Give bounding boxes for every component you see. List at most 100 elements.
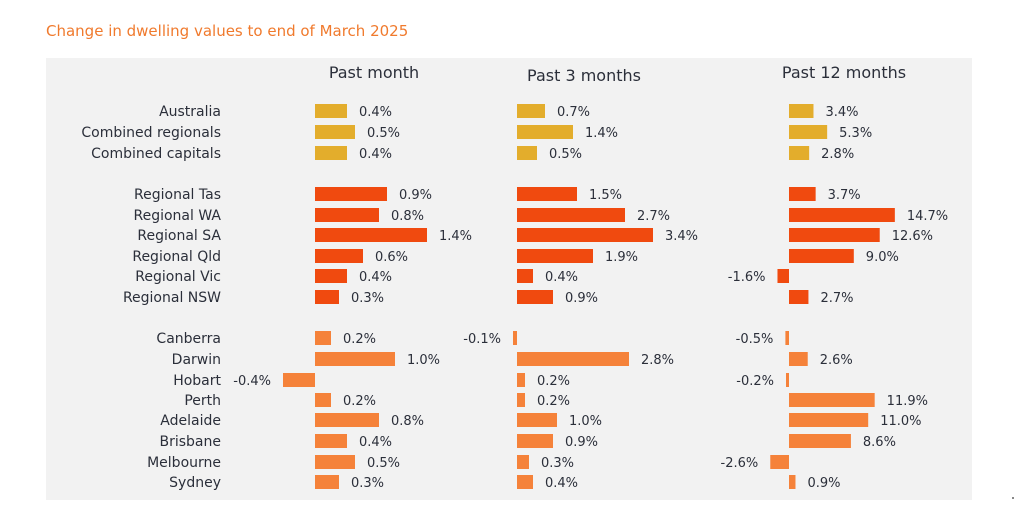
value-label: 3.7%: [828, 188, 861, 203]
value-label: 0.5%: [549, 147, 582, 162]
value-label: 0.6%: [375, 250, 408, 265]
bar: [789, 249, 854, 263]
value-label: -2.6%: [721, 456, 759, 471]
bar: [789, 475, 796, 489]
value-label: 2.8%: [641, 353, 674, 368]
bar: [315, 434, 347, 448]
bar: [315, 228, 427, 242]
value-label: 12.6%: [892, 229, 933, 244]
category-label: Brisbane: [160, 434, 222, 450]
bar: [315, 104, 347, 118]
value-label: 11.0%: [880, 414, 921, 429]
value-label: 0.2%: [537, 374, 570, 389]
bar: [517, 249, 593, 263]
bar: [517, 434, 553, 448]
panel-title: Past 12 months: [782, 63, 906, 82]
bar: [517, 269, 533, 283]
value-label: 5.3%: [839, 126, 872, 141]
bar: [517, 125, 573, 139]
bar: [517, 393, 525, 407]
category-label: Combined capitals: [91, 146, 221, 162]
value-label: -0.4%: [233, 374, 271, 389]
bar: [789, 104, 814, 118]
value-label: 1.0%: [407, 353, 440, 368]
value-label: 2.7%: [637, 209, 670, 224]
bar: [789, 125, 828, 139]
value-label: 2.8%: [821, 147, 854, 162]
value-label: 0.7%: [557, 105, 590, 120]
category-label: Regional SA: [137, 228, 221, 244]
bar: [315, 187, 387, 201]
category-label: Australia: [159, 104, 221, 120]
category-label: Adelaide: [160, 413, 221, 429]
bar: [789, 413, 869, 427]
bar: [517, 352, 629, 366]
bar: [513, 331, 517, 345]
value-label: 8.6%: [863, 435, 896, 450]
bar: [789, 393, 875, 407]
bar: [517, 455, 529, 469]
bar: [315, 146, 347, 160]
category-label: Canberra: [156, 331, 221, 347]
value-label: 0.3%: [351, 291, 384, 306]
bar: [315, 455, 355, 469]
bar: [517, 208, 625, 222]
value-label: 0.4%: [359, 435, 392, 450]
bar: [789, 434, 851, 448]
category-label: Regional Tas: [134, 187, 221, 203]
value-label: 1.4%: [585, 126, 618, 141]
value-label: 0.8%: [391, 414, 424, 429]
bar: [789, 352, 808, 366]
value-label: -1.6%: [728, 270, 766, 285]
bar: [315, 413, 379, 427]
value-label: -0.2%: [736, 374, 774, 389]
panel-title: Past month: [329, 63, 419, 82]
category-label: Hobart: [173, 373, 221, 389]
category-label: Perth: [184, 393, 221, 409]
value-label: 0.2%: [343, 332, 376, 347]
chart-title: Change in dwelling values to end of Marc…: [46, 22, 409, 40]
value-label: 0.5%: [367, 456, 400, 471]
value-label: 0.4%: [545, 476, 578, 491]
value-label: 14.7%: [907, 209, 948, 224]
value-label: 1.9%: [605, 250, 638, 265]
value-label: 2.6%: [820, 353, 853, 368]
value-label: 0.9%: [565, 291, 598, 306]
value-label: 0.5%: [367, 126, 400, 141]
bar: [517, 187, 577, 201]
bar: [315, 475, 339, 489]
value-label: 0.3%: [351, 476, 384, 491]
bar: [315, 125, 355, 139]
category-label: Darwin: [172, 352, 221, 368]
category-label: Melbourne: [147, 455, 221, 471]
bar: [517, 475, 533, 489]
value-label: 0.4%: [545, 270, 578, 285]
bar: [517, 104, 545, 118]
panel-title: Past 3 months: [527, 66, 641, 85]
value-label: 0.9%: [565, 435, 598, 450]
bar: [785, 331, 789, 345]
category-label: Regional Vic: [135, 269, 221, 285]
bar: [789, 228, 880, 242]
value-label: 1.0%: [569, 414, 602, 429]
value-label: -0.5%: [736, 332, 774, 347]
bar: [777, 269, 789, 283]
value-label: 0.3%: [541, 456, 574, 471]
bar: [517, 290, 553, 304]
category-label: Regional WA: [134, 208, 222, 224]
value-label: -0.1%: [463, 332, 501, 347]
value-label: 0.4%: [359, 105, 392, 120]
value-label: 0.9%: [399, 188, 432, 203]
bar: [517, 228, 653, 242]
bar: [315, 352, 395, 366]
value-label: 11.9%: [887, 394, 928, 409]
value-label: 1.4%: [439, 229, 472, 244]
bar: [517, 413, 557, 427]
value-label: 1.5%: [589, 188, 622, 203]
value-label: 3.4%: [665, 229, 698, 244]
value-label: 0.4%: [359, 147, 392, 162]
bar: [789, 208, 895, 222]
value-label: 2.7%: [820, 291, 853, 306]
bar: [517, 146, 537, 160]
